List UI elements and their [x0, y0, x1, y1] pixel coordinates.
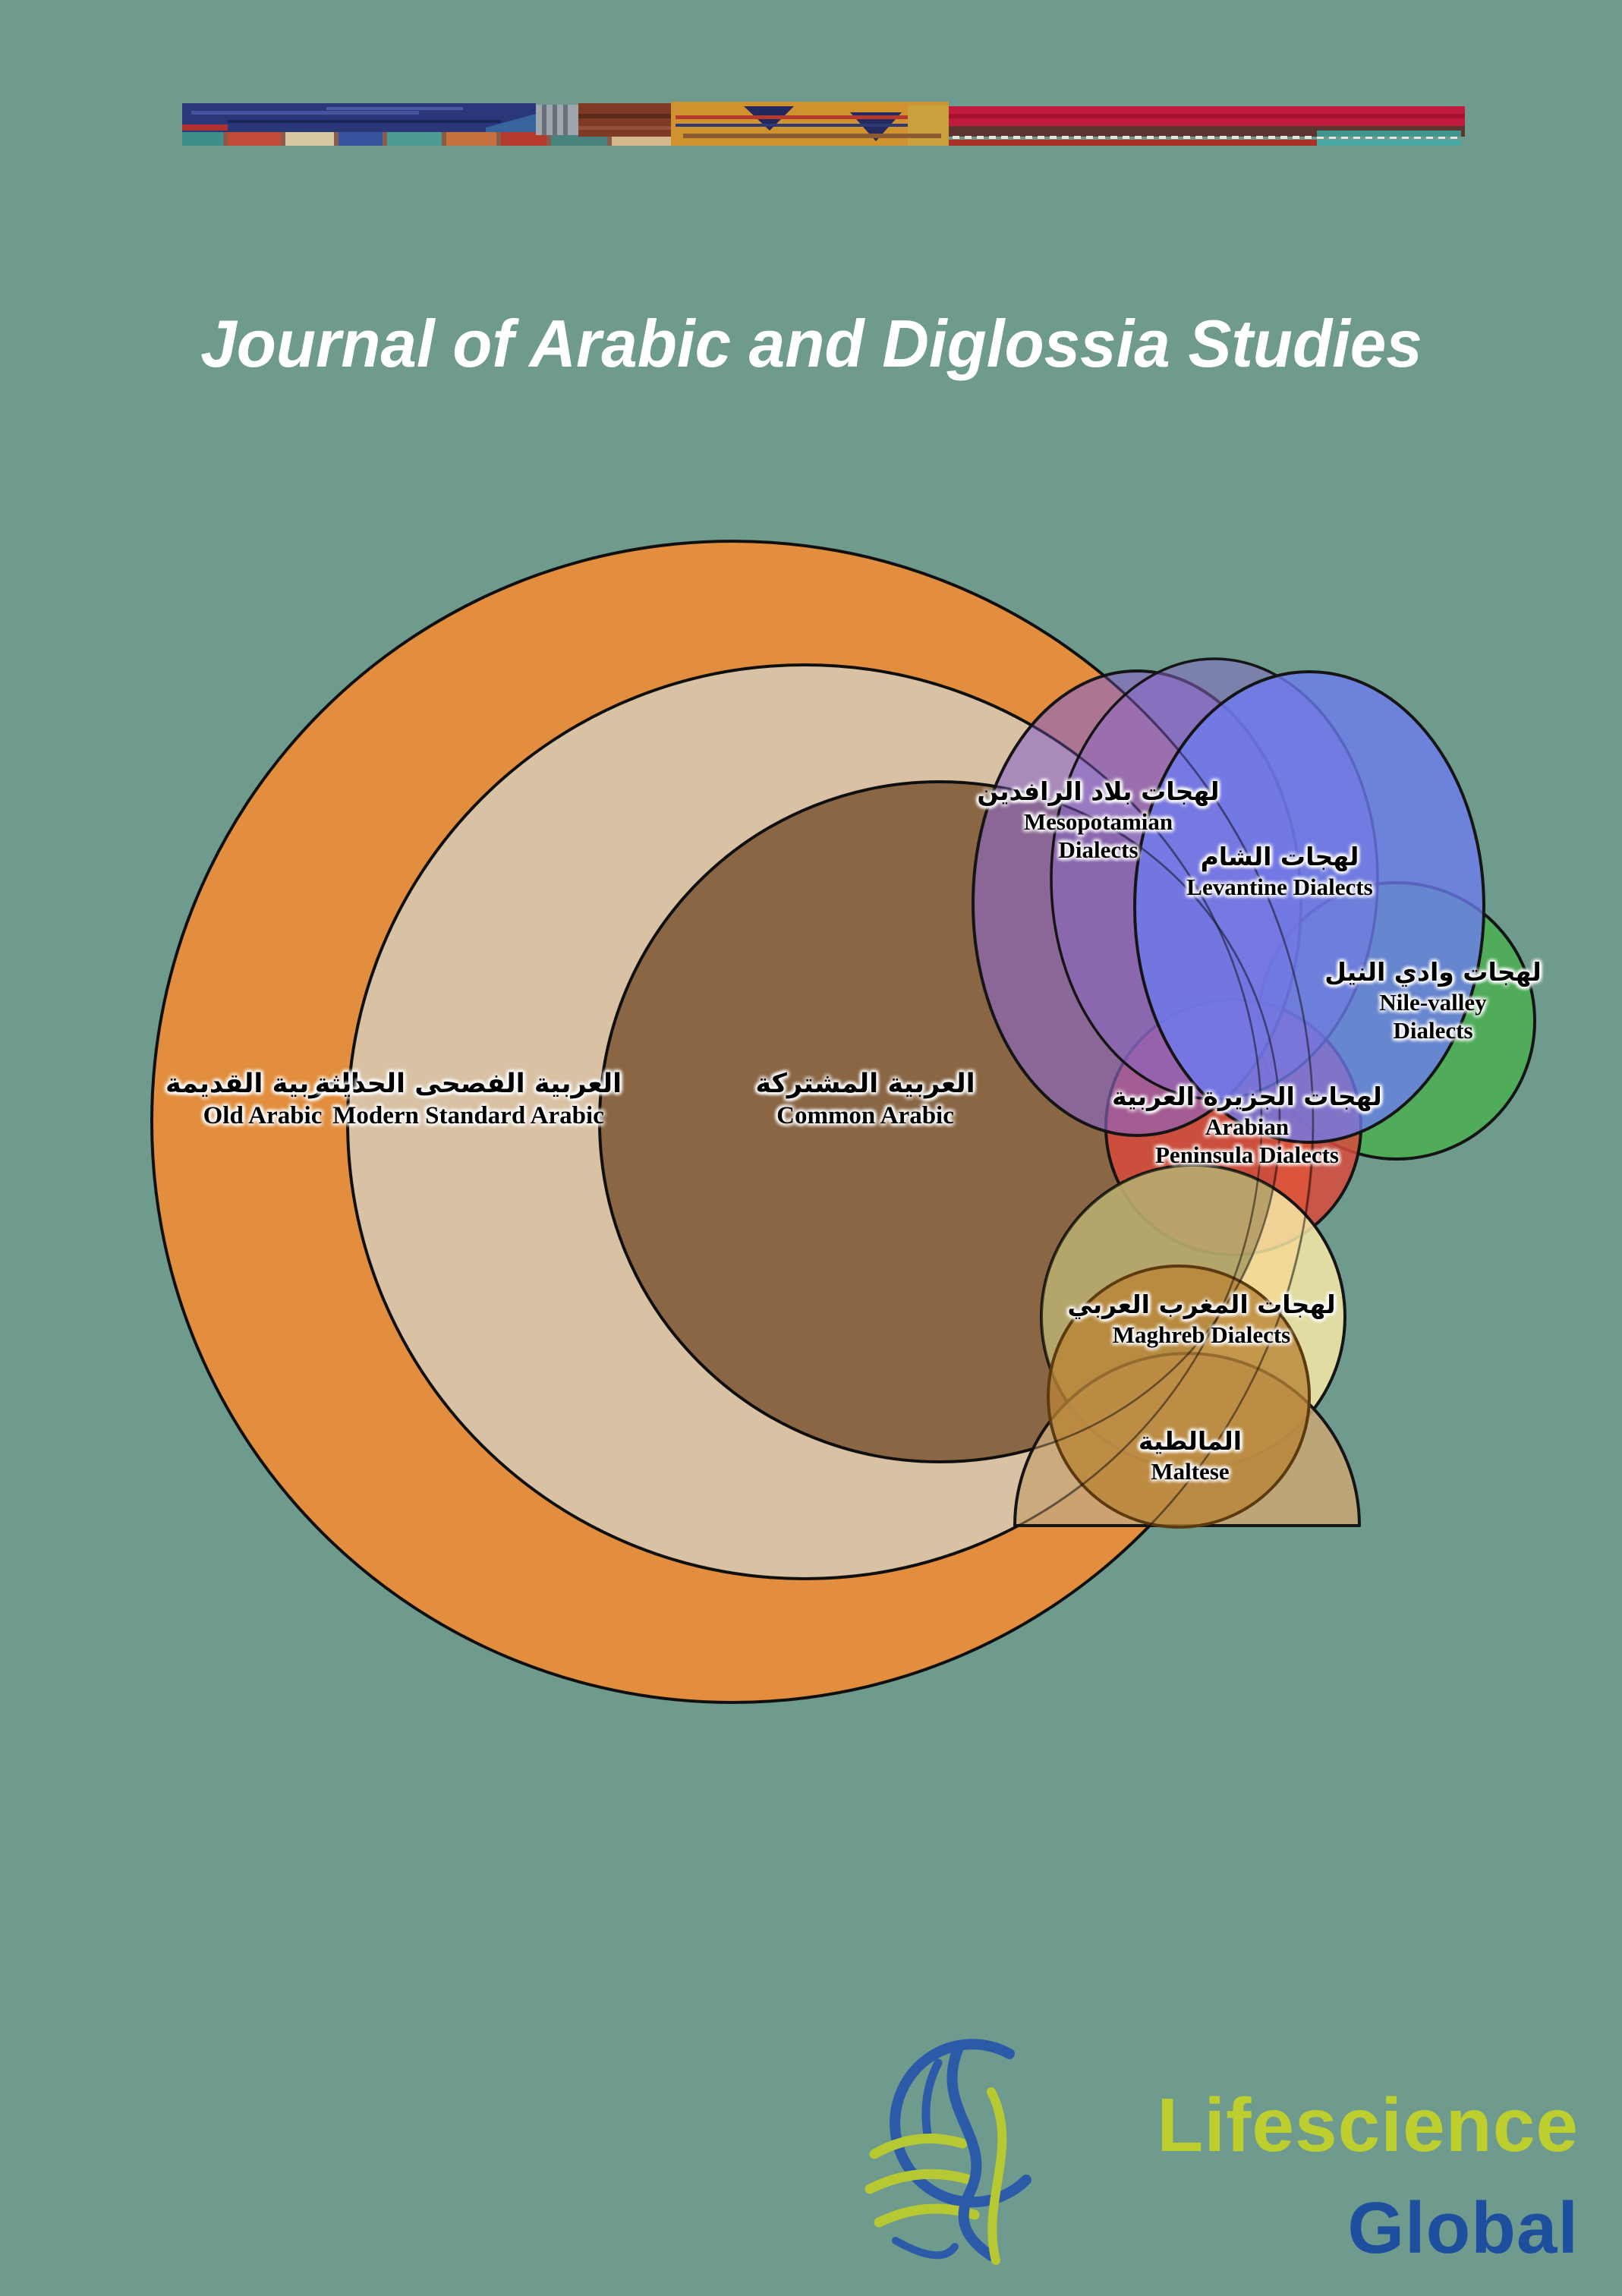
publisher-name-secondary: Global: [1347, 2187, 1579, 2269]
publisher-name-primary: Lifescience: [1157, 2083, 1579, 2168]
page-title: Journal of Arabic and Diglossia Studies: [200, 306, 1422, 381]
lifescience-globe-icon: [865, 2039, 1031, 2265]
overlay-arcs: [150, 540, 1315, 1704]
cover-art-strip: [182, 102, 1465, 146]
levantine-ellipse: [1133, 670, 1485, 1144]
maltese-circle: [1047, 1265, 1311, 1529]
euler-diagram: [150, 540, 1536, 1704]
